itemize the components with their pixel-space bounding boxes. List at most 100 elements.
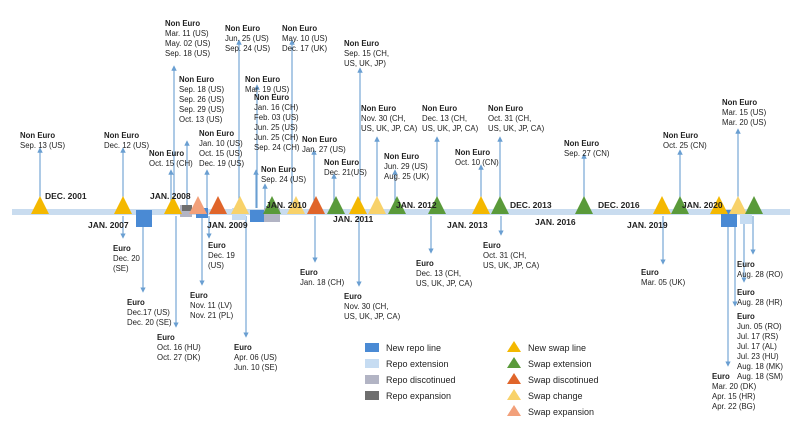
legend-swatch-repo-expansion: [365, 391, 379, 400]
event-label: Non Euro Jan. 27 (US): [302, 135, 346, 154]
legend-repo: New repo line Repo extension Repo discot…: [365, 343, 456, 401]
date-label: DEC. 2016: [598, 200, 640, 210]
swap-marker: [491, 196, 509, 214]
event-label: Euro Jun. 05 (RO) Jul. 17 (RS) Jul. 17 (AL)…: [737, 312, 783, 381]
date-label: DEC. 2001: [45, 191, 87, 201]
swap-marker: [729, 196, 747, 214]
legend-label-swap-change: Swap change: [528, 391, 583, 401]
swap-marker: [349, 196, 367, 214]
swap-marker: [114, 196, 132, 214]
legend-label-swap-expansion: Swap expansion: [528, 407, 594, 417]
event-label: Euro Nov. 30 (CH, US, UK, JP, CA): [344, 292, 401, 321]
legend-label-repo-extension: Repo extension: [386, 359, 449, 369]
legend-label-repo-discontinued: Repo discotinued: [386, 375, 456, 385]
legend-swatch-swap-change: [507, 389, 521, 400]
event-label: Non Euro Sep. 15 (CH, US, UK, JP): [344, 39, 389, 68]
legend-label-repo-expansion: Repo expansion: [386, 391, 451, 401]
swap-marker: [263, 196, 281, 214]
repo-marker: [136, 210, 152, 227]
event-label: Euro Oct. 16 (HU) Oct. 27 (DK): [157, 333, 201, 362]
date-label: JAN. 2012: [396, 200, 437, 210]
event-labels: Non Euro Sep. 13 (US) Non Euro Dec. 12 (US)…: [20, 19, 783, 411]
event-label: Euro Dec. 20 (SE): [113, 244, 141, 273]
event-label: Euro Mar. 20 (DK) Apr. 15 (HR) Apr. 22 (BG): [712, 372, 757, 411]
legend-label-swap-extension: Swap extension: [528, 359, 592, 369]
event-label: Non Euro Sep. 27 (CN): [564, 139, 610, 158]
swap-marker: [327, 196, 345, 214]
event-label: Non Euro Mar. 15 (US) Mar. 20 (US): [722, 98, 767, 127]
legend-swatch-repo-extension: [365, 359, 379, 368]
swap-marker: [31, 196, 49, 214]
event-label: Non Euro Sep. 24 (US): [261, 165, 306, 184]
legend-swatch-swap-discontinued: [507, 373, 521, 384]
swap-marker: [164, 196, 182, 214]
swap-marker: [189, 196, 207, 214]
event-label: Non Euro Jan. 16 (CH) Feb. 03 (US) Jun. 25 …: [254, 93, 300, 152]
date-label: JAN. 2009: [207, 220, 248, 230]
event-label: Non Euro Oct. 31 (CH, US, UK, JP, CA): [488, 104, 545, 133]
legend-label-new-repo: New repo line: [386, 343, 441, 353]
event-label: Non Euro Nov. 30 (CH, US, UK, JP, CA): [361, 104, 418, 133]
date-label: JAN. 2008: [150, 191, 191, 201]
legend-label-swap-discontinued: Swap discotinued: [528, 375, 599, 385]
swap-marker: [653, 196, 671, 214]
swap-marker: [710, 196, 728, 214]
event-label: Non Euro Oct. 10 (CN): [455, 148, 499, 167]
repo-marker: [250, 210, 266, 222]
date-labels: DEC. 2001 JAN. 2007 JAN. 2008 JAN. 2009 JAN.…: [45, 191, 723, 230]
swap-marker: [307, 196, 325, 214]
date-label: JAN. 2007: [88, 220, 129, 230]
swap-marker: [209, 196, 227, 214]
swap-marker: [231, 196, 249, 214]
swap-marker: [575, 196, 593, 214]
event-label: Non Euro Sep. 18 (US) Sep. 26 (US) Sep. 29 …: [179, 75, 224, 124]
legend-swatch-new-repo: [365, 343, 379, 352]
event-label: Non Euro Jun. 25 (US) Sep. 24 (US): [225, 24, 270, 53]
swap-markers: [31, 196, 763, 214]
event-label: Euro Apr. 06 (US) Jun. 10 (SE): [234, 343, 278, 372]
date-label: JAN. 2010: [266, 200, 307, 210]
legend-swatch-swap-expansion: [507, 405, 521, 416]
event-label: Non Euro Sep. 13 (US): [20, 131, 65, 150]
date-label: JAN. 2013: [447, 220, 488, 230]
swap-marker: [287, 196, 305, 214]
date-label: JAN. 2016: [535, 217, 576, 227]
event-label: Euro Mar. 05 (UK): [641, 268, 686, 287]
date-label: JAN. 2011: [333, 214, 373, 224]
event-label: Euro Dec.17 (US) Dec. 20 (SE): [127, 298, 172, 327]
repo-marker: [182, 205, 192, 211]
event-label: Non Euro Oct. 25 (CN): [663, 131, 707, 150]
event-label: Non Euro Mar. 11 (US) May. 02 (US) Sep. 18 …: [165, 19, 211, 58]
date-label: DEC. 2013: [510, 200, 552, 210]
swap-marker: [472, 196, 490, 214]
swap-marker: [671, 196, 689, 214]
event-label: Euro Aug. 28 (RO): [737, 260, 783, 279]
repo-marker: [721, 210, 737, 227]
date-label: JAN. 2020: [682, 200, 723, 210]
event-label: Non Euro Oct. 15 (CH): [149, 149, 193, 168]
event-label: Euro Dec. 13 (CH, US, UK, JP, CA): [416, 259, 473, 288]
event-label: Euro Nov. 11 (LV) Nov. 21 (PL): [190, 291, 234, 320]
event-label: Non Euro May. 10 (US) Dec. 17 (UK): [282, 24, 328, 53]
event-label: Non Euro Dec. 12 (US): [104, 131, 149, 150]
event-label: Euro Aug. 28 (HR): [737, 288, 783, 307]
legend: New repo line Repo extension Repo discot…: [365, 341, 599, 417]
legend-swatch-swap-extension: [507, 357, 521, 368]
swap-marker: [428, 196, 446, 214]
swap-marker: [745, 196, 763, 214]
legend-swatch-new-swap: [507, 341, 521, 352]
date-label: JAN. 2019: [627, 220, 668, 230]
event-label: Euro Jan. 18 (CH): [300, 268, 345, 287]
legend-swap: New swap line Swap extension Swap discot…: [507, 341, 599, 417]
swap-marker: [388, 196, 406, 214]
event-label: Non Euro Mar. 19 (US): [245, 75, 290, 94]
event-label: Non Euro Jan. 10 (US) Oct. 15 (US) Dec. 19 …: [199, 129, 244, 168]
event-label: Non Euro Dec. 21(US): [324, 158, 367, 177]
event-label: Euro Dec. 19 (US): [208, 241, 235, 270]
event-label: Euro Oct. 31 (CH, US, UK, JP, CA): [483, 241, 540, 270]
legend-swatch-repo-discontinued: [365, 375, 379, 384]
legend-label-new-swap: New swap line: [528, 343, 586, 353]
swap-marker: [368, 196, 386, 214]
event-label: Non Euro Dec. 13 (CH, US, UK, JP, CA): [422, 104, 479, 133]
